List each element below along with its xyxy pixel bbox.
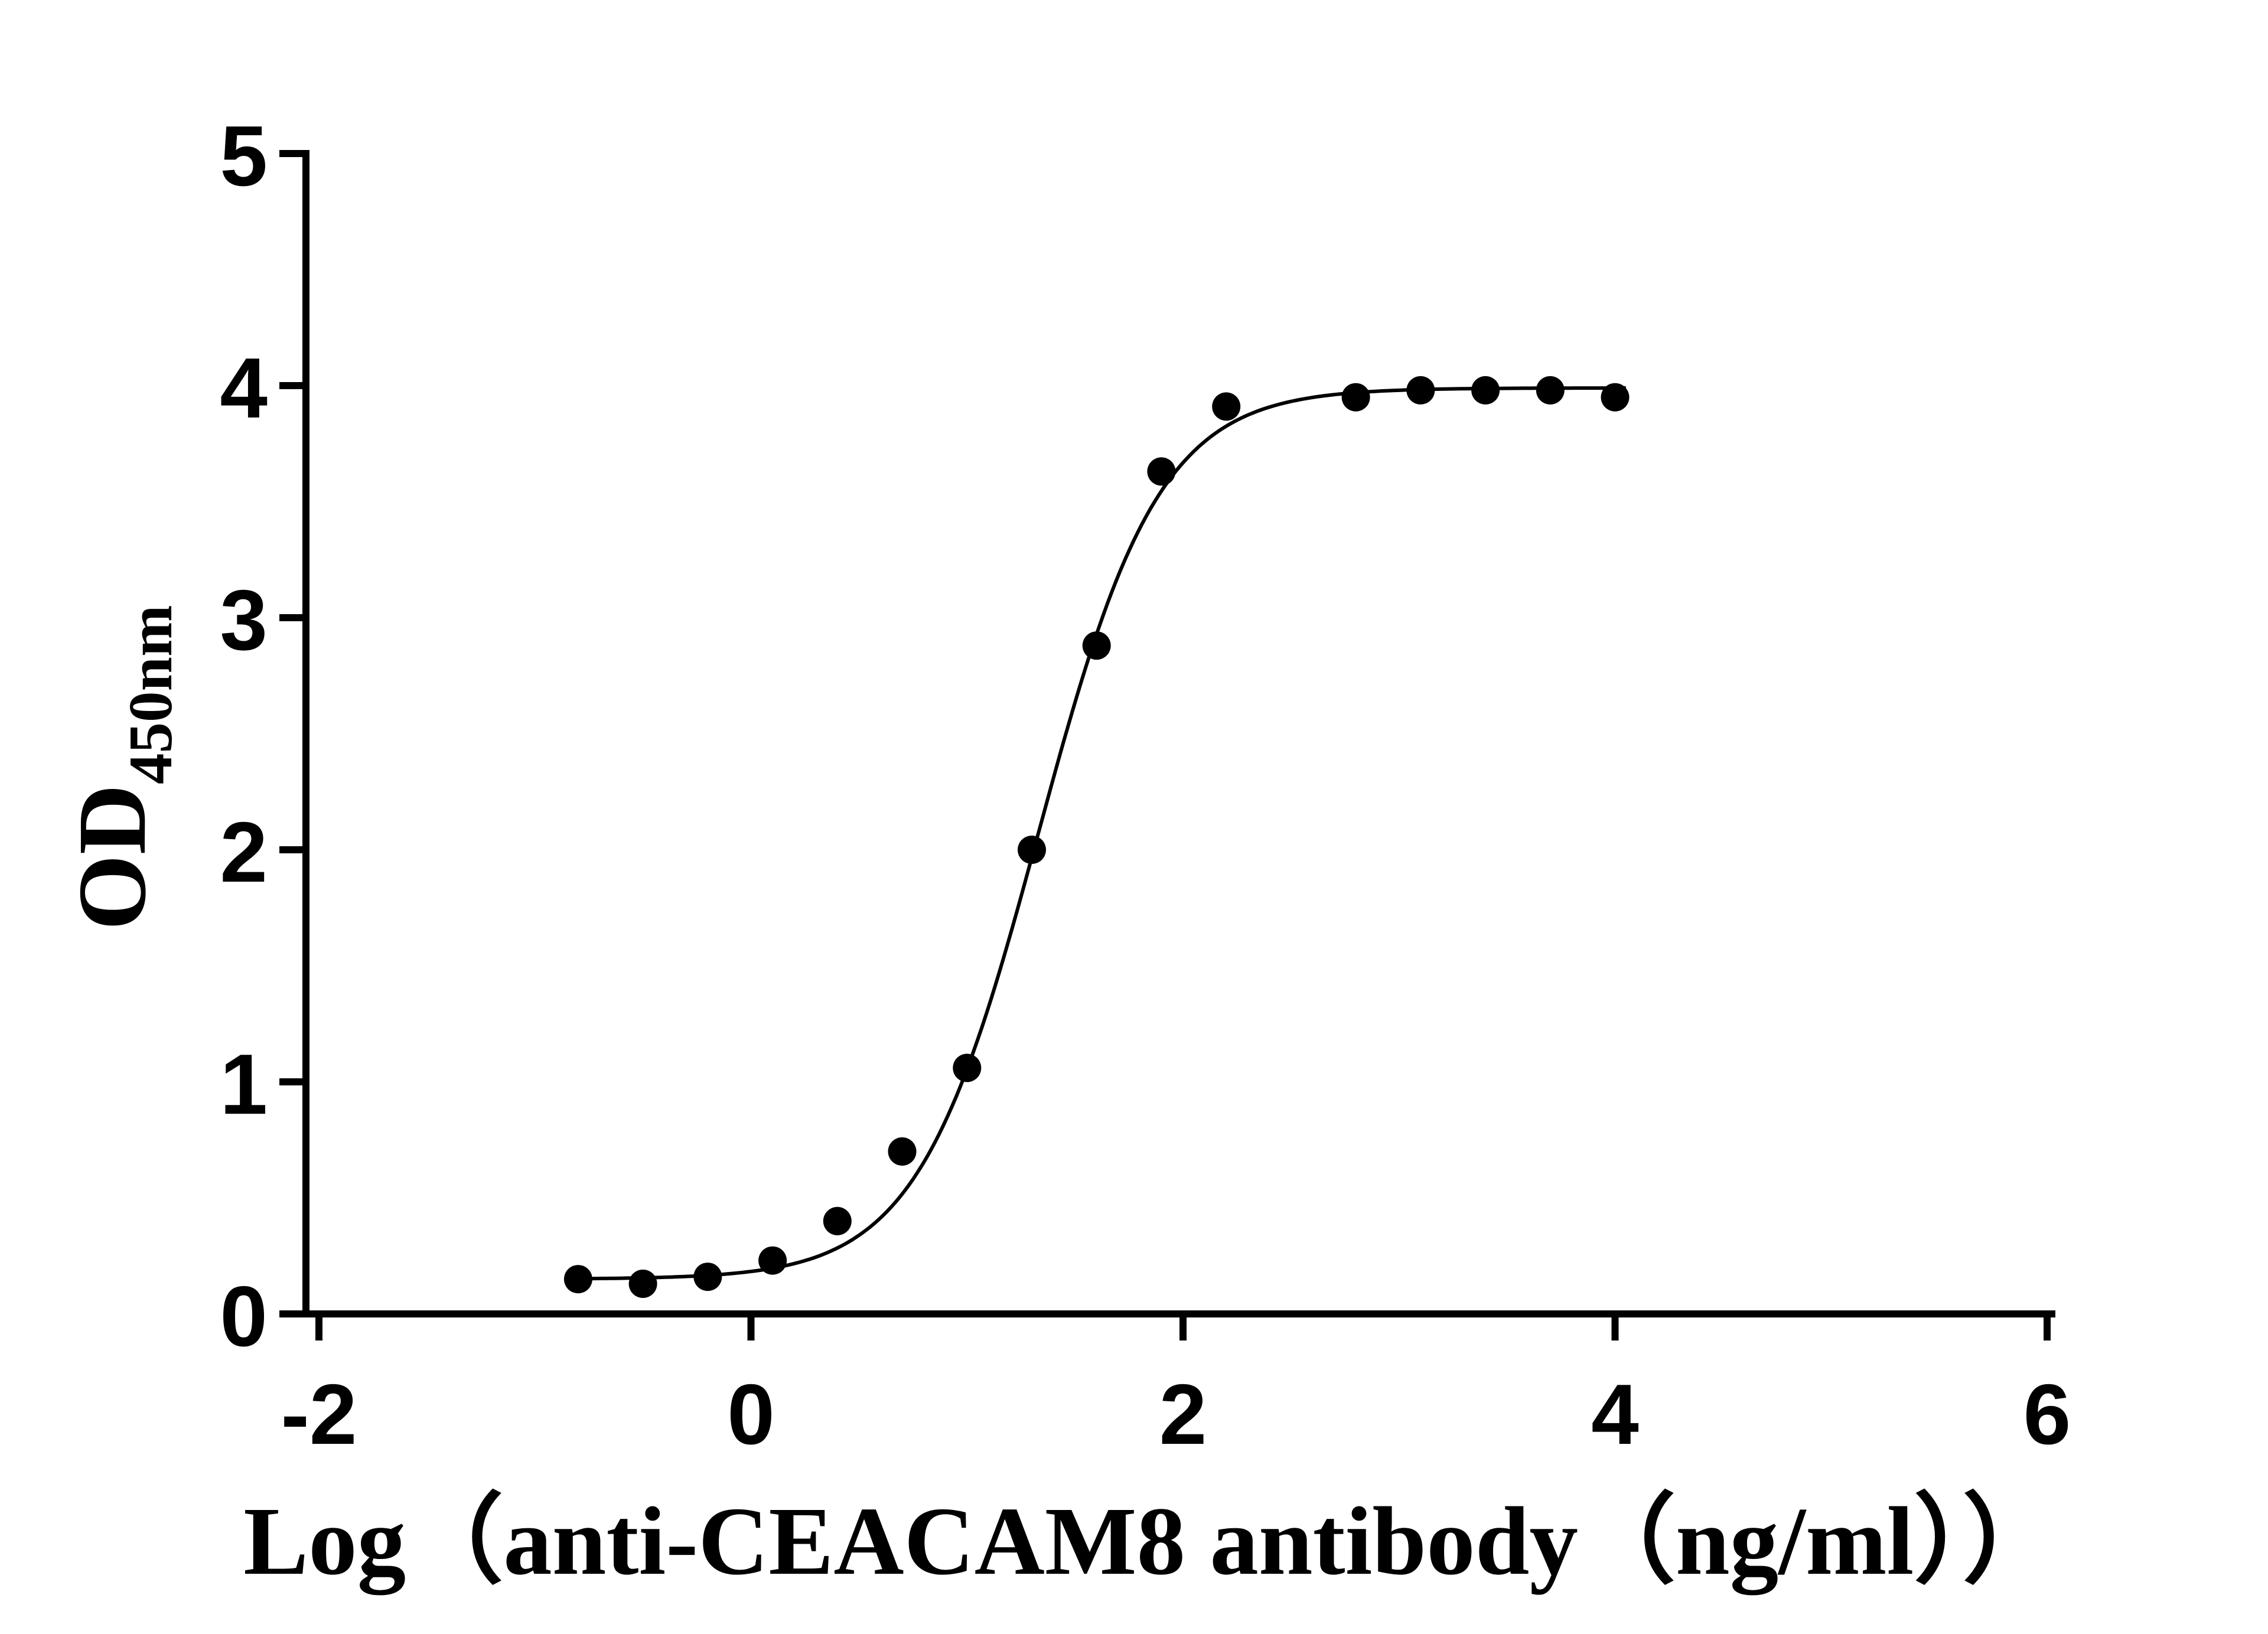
x-tick-label: 2 [1159, 1366, 1207, 1462]
x-axis-title: Log（anti-CEACAM8 antibody（ng/ml）） [243, 1487, 2060, 1596]
y-axis-title: OD450nm [58, 605, 185, 931]
data-point [693, 1263, 722, 1291]
data-point [1406, 376, 1435, 405]
x-tick-label: 6 [2023, 1366, 2071, 1462]
data-point [1341, 383, 1370, 412]
y-axis-title-base: OD [58, 784, 166, 931]
data-point [628, 1269, 657, 1298]
y-axis-title-subscript: 450nm [116, 605, 185, 784]
y-tick-label: 1 [220, 1036, 268, 1132]
y-tick-label: 2 [220, 804, 268, 900]
data-point [1212, 392, 1241, 421]
data-point [888, 1137, 917, 1166]
data-point [1471, 376, 1500, 405]
x-tick-label: 0 [727, 1366, 775, 1462]
data-point [1018, 836, 1046, 864]
data-series-layer [563, 376, 1630, 1298]
x-tick-label: -2 [281, 1366, 357, 1462]
data-point [563, 1265, 592, 1294]
y-tick-label: 4 [220, 340, 268, 436]
data-point [823, 1206, 852, 1235]
y-tick-label: 3 [220, 572, 268, 668]
x-tick-label: 4 [1591, 1366, 1639, 1462]
y-tick-label: 5 [220, 108, 268, 204]
fit-curve [567, 386, 1626, 1281]
data-point [1147, 457, 1176, 486]
data-point [758, 1246, 787, 1275]
data-point [1082, 631, 1111, 660]
y-tick-label: 0 [220, 1268, 268, 1364]
data-point [953, 1054, 982, 1082]
data-point [1536, 376, 1565, 405]
data-point [1601, 383, 1630, 412]
